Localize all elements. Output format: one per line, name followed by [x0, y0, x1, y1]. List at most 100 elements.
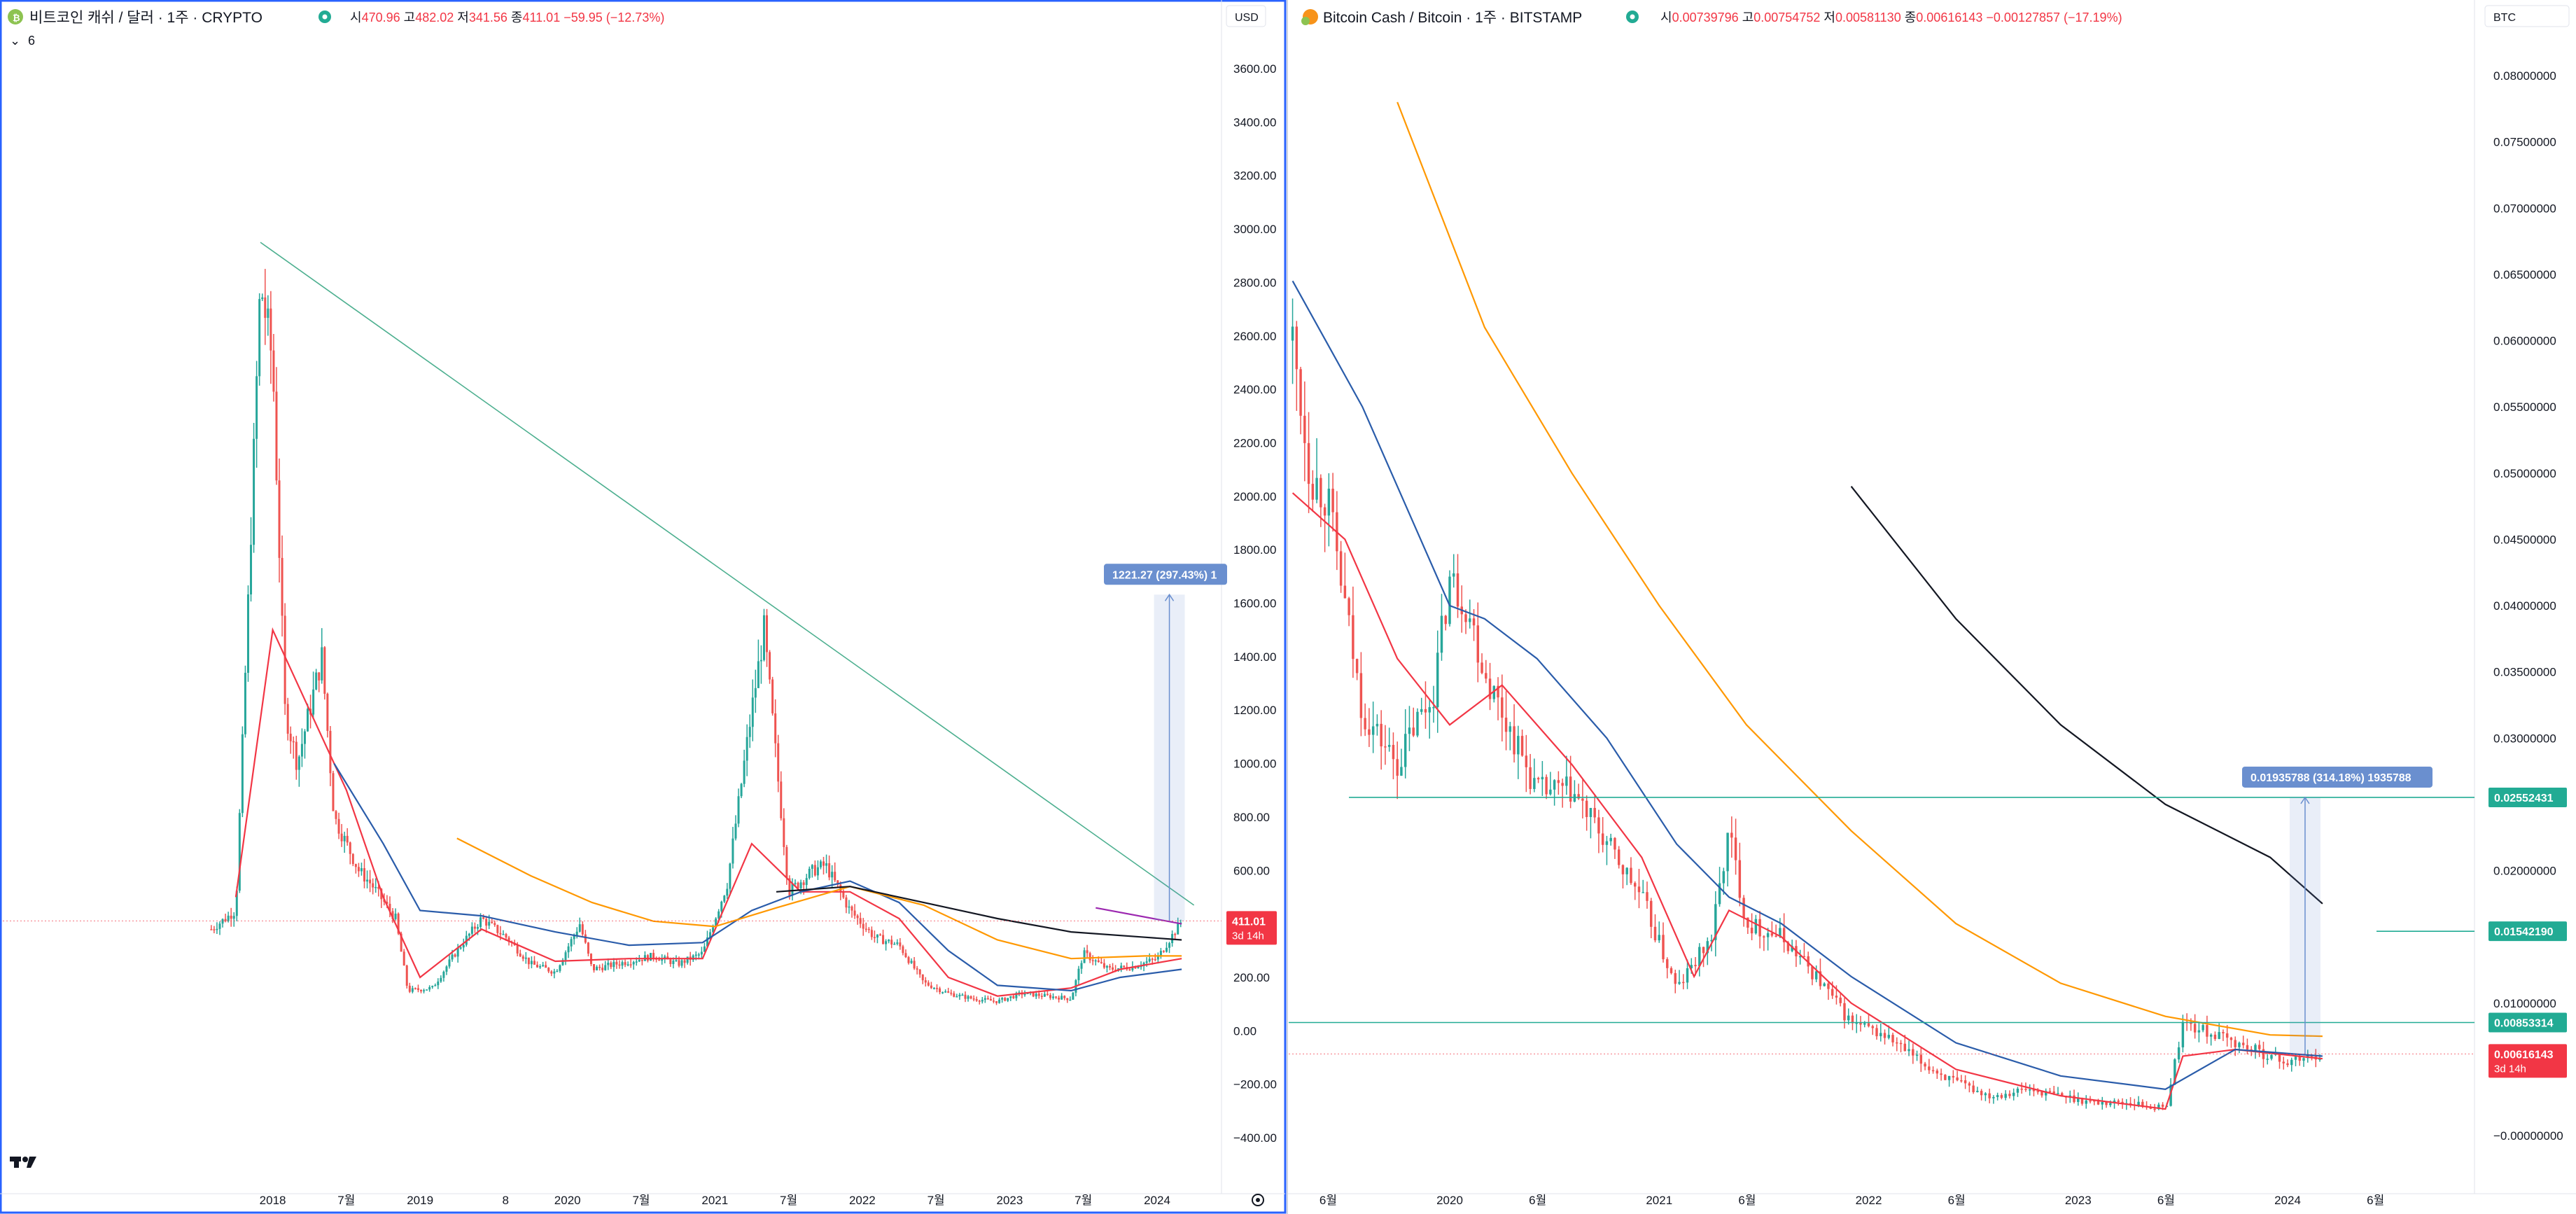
candle-body — [2077, 1098, 2080, 1102]
candle-body — [2234, 1040, 2236, 1047]
candle-body — [1758, 919, 1761, 937]
gear-icon[interactable] — [1252, 1194, 1264, 1206]
right-currency-button[interactable] — [2484, 5, 2570, 27]
left-x-tick-label: 7월 — [1074, 1194, 1092, 1207]
candle-body — [1392, 744, 1395, 760]
right-ma-blue-line[interactable] — [1292, 280, 2323, 1090]
right-plot-area[interactable]: 0.01935788 (314.18%) 1935788 — [1289, 102, 2474, 1112]
candle-body — [476, 927, 479, 929]
candle-body — [400, 933, 402, 952]
candle-body — [1156, 956, 1159, 960]
candle-body — [1597, 817, 1600, 834]
tradingview-logo[interactable] — [10, 1157, 36, 1168]
left-ohlc-readout: 시470.96 고482.02 저341.56 종411.01 −59.95 (… — [350, 11, 664, 25]
left-plot-area[interactable]: 1221.27 (297.43%) 1 — [3, 242, 1227, 1005]
left-x-tick-label: 2020 — [554, 1194, 581, 1207]
candle-body — [1847, 1015, 1850, 1021]
left-ma-purple-line[interactable] — [1096, 907, 1182, 925]
candle-body — [547, 968, 550, 972]
candle-body — [426, 989, 428, 991]
candle-body — [289, 733, 292, 741]
left-ma-orange-line[interactable] — [456, 837, 1182, 960]
candle-body — [924, 980, 927, 983]
left-ma-black-line[interactable] — [776, 886, 1182, 941]
candle-body — [2225, 1033, 2229, 1038]
candle-body — [1839, 997, 1842, 1003]
candle-body — [649, 953, 652, 961]
candle-body — [822, 861, 825, 866]
chevron-down-icon[interactable]: ⌄ — [10, 34, 20, 48]
left-y-tick-label: 1200.00 — [1233, 704, 1276, 717]
left-price-axis[interactable]: 3600.00 3400.00 3200.00 3000.00 2800.00 2600.… — [1233, 62, 1277, 1145]
right-ma-black-line[interactable] — [1850, 486, 2323, 905]
candle-body — [2157, 1104, 2160, 1110]
candle-body — [1420, 709, 1423, 712]
left-indicator-count[interactable]: 6 — [28, 34, 35, 48]
candle-body — [386, 902, 388, 904]
right-open-value: 0.00739796 — [1672, 11, 1739, 25]
candle-body — [522, 956, 524, 959]
candle-body — [1646, 892, 1648, 901]
left-ma-blue-line[interactable] — [333, 762, 1182, 992]
right-ma-red-line[interactable] — [1292, 492, 2323, 1110]
left-measure-label-box[interactable] — [1104, 564, 1227, 585]
candle-body — [227, 915, 230, 921]
candle-body — [2137, 1101, 2140, 1105]
left-currency-button[interactable] — [1226, 5, 1266, 27]
left-y-tick-label: 800.00 — [1233, 811, 1270, 824]
left-time-axis[interactable]: 2018 7월 2019 8 2020 7월 2021 7월 2022 7월 2023 7월 2024 — [260, 1194, 1170, 1207]
candle-body — [1137, 967, 1140, 969]
candle-body — [737, 796, 740, 824]
candle-body — [618, 964, 621, 966]
candle-body — [1046, 993, 1049, 996]
right-measure-label-box[interactable] — [2242, 766, 2432, 788]
left-close-label: 종 — [511, 11, 523, 25]
right-y-tick-label: 0.02000000 — [2493, 865, 2556, 878]
right-symbol-title[interactable]: Bitcoin Cash / Bitcoin · 1주 · BITSTAMP — [1323, 10, 1582, 26]
candle-body — [797, 882, 799, 888]
candle-body — [2266, 1059, 2269, 1060]
candle-body — [2141, 1101, 2144, 1106]
candle-body — [706, 937, 708, 947]
left-symbol-title[interactable]: 비트코인 캐쉬 / 달러 · 1주 · CRYPTO — [29, 10, 262, 26]
candle-body — [1012, 996, 1015, 998]
left-y-tick-label: 1600.00 — [1233, 597, 1276, 611]
candle-body — [1577, 794, 1580, 799]
candle-body — [1855, 1022, 1858, 1024]
left-ma-red-line[interactable] — [234, 627, 1182, 997]
right-y-tick-label: 0.04000000 — [2493, 599, 2556, 613]
left-measure-label: 1221.27 (297.43%) 1 — [1112, 569, 1217, 581]
candle-body — [845, 897, 848, 908]
candle-body — [244, 672, 246, 734]
candle-body — [496, 925, 499, 933]
candle-body — [692, 955, 694, 961]
candle-body — [885, 941, 888, 944]
candle-body — [292, 741, 295, 743]
candle-body — [1867, 1023, 1870, 1026]
candle-body — [1007, 998, 1009, 1001]
candle-body — [1355, 659, 1359, 674]
candle-body — [1488, 678, 1492, 699]
right-time-axis[interactable]: 6월 2020 6월 2021 6월 2022 6월 2023 6월 2024 6월 — [1320, 1194, 2384, 1207]
left-trendline[interactable] — [260, 242, 1195, 906]
candle-body — [2000, 1095, 2003, 1098]
right-price-axis[interactable]: 0.08000000 0.07500000 0.07000000 0.06500000… — [2493, 69, 2563, 1143]
candle-body — [578, 924, 581, 932]
candle-body — [910, 961, 913, 963]
candle-body — [1843, 1003, 1846, 1021]
candle-body — [967, 996, 969, 999]
candle-body — [1963, 1080, 1967, 1084]
candle-body — [2169, 1084, 2172, 1106]
candle-body — [1770, 933, 1774, 936]
candle-body — [1536, 778, 1540, 780]
candle-body — [754, 688, 757, 698]
candle-body — [1077, 968, 1080, 981]
right-y-tick-label: 0.05500000 — [2493, 400, 2556, 414]
right-ma-orange-line[interactable] — [1396, 102, 2323, 1038]
candle-body — [564, 952, 567, 961]
candle-body — [340, 833, 343, 842]
left-high-label: 고 — [404, 11, 416, 25]
candle-body — [2174, 1059, 2176, 1085]
candle-body — [507, 937, 510, 942]
